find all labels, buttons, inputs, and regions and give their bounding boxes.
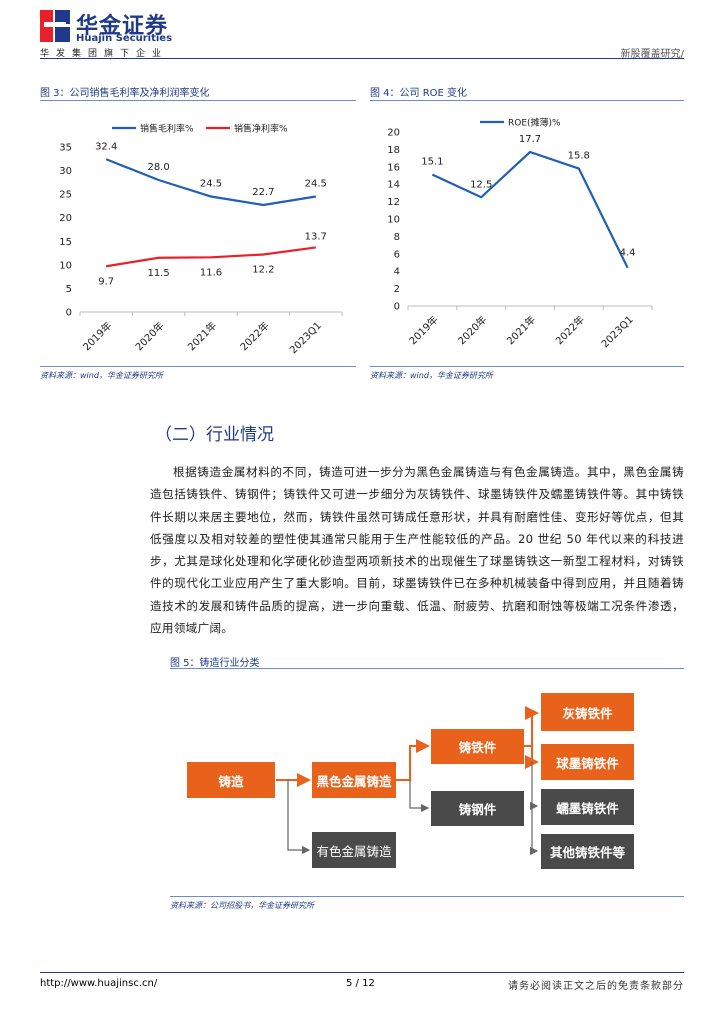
y-tick-label: 20	[59, 213, 72, 224]
data-label: 32.4	[95, 141, 117, 152]
figure5-title: 图 5：铸造行业分类	[170, 658, 260, 669]
legend-label: ROE(摊薄)%	[508, 117, 561, 129]
figure3-bottom-rule	[40, 366, 356, 367]
legend-label: 销售净利率%	[234, 123, 288, 135]
header-divider	[40, 58, 684, 59]
company-slogan: 华发集团旗下企业	[40, 49, 169, 59]
data-label: 28.0	[147, 162, 169, 173]
node-casting: 铸造	[187, 762, 275, 798]
figure4-bottom-rule	[370, 366, 684, 367]
node-ductile-iron: 球墨铸铁件	[541, 744, 634, 780]
figure3-title-rule	[40, 100, 356, 101]
y-tick-label: 2	[394, 284, 400, 295]
node-vermicular-iron: 蠕墨铸铁件	[541, 789, 634, 825]
y-tick-label: 0	[66, 308, 72, 319]
logo-icon	[40, 10, 70, 42]
figure3-source: 资料来源：wind，华金证券研究所	[40, 371, 163, 380]
data-label: 4.4	[620, 248, 636, 259]
y-tick-label: 25	[59, 190, 72, 201]
node-nonferrous-casting: 有色金属铸造	[312, 832, 396, 868]
y-tick-label: 30	[59, 166, 72, 177]
disclaimer-note: 请务必阅读正文之后的免责条款部分	[508, 981, 684, 992]
figure5-source: 资料来源：公司招股书，华金证券研究所	[170, 901, 314, 910]
figure4-title: 图 4：公司 ROE 变化	[370, 88, 468, 99]
y-tick-label: 16	[387, 162, 400, 173]
y-tick-label: 15	[59, 237, 72, 248]
data-label: 24.5	[305, 179, 327, 190]
data-label: 9.7	[98, 276, 114, 287]
industry-paragraph: 根据铸造金属材料的不同，铸造可进一步分为黑色金属铸造与有色金属铸造。其中，黑色金…	[150, 465, 684, 636]
figure3-title: 图 3：公司销售毛利率及净利润率变化	[40, 88, 210, 99]
y-tick-label: 4	[394, 267, 400, 278]
node-gray-iron: 灰铸铁件	[541, 693, 634, 731]
data-label: 17.7	[519, 134, 541, 145]
data-label: 11.5	[147, 268, 169, 279]
section-title: （二）行业情况	[155, 425, 274, 445]
y-tick-label: 6	[394, 249, 400, 260]
figure4-title-rule	[370, 100, 684, 101]
y-tick-label: 8	[394, 232, 400, 243]
figure5-bottom-rule	[170, 896, 684, 897]
y-tick-label: 0	[394, 302, 400, 313]
data-label: 13.7	[305, 231, 327, 242]
footer-url[interactable]: http://www.huajinsc.cn/	[40, 978, 158, 989]
y-tick-label: 35	[59, 143, 72, 154]
node-cast-iron: 铸铁件	[431, 729, 524, 764]
data-label: 15.8	[568, 151, 590, 162]
data-label: 22.7	[252, 187, 274, 198]
data-label: 24.5	[200, 179, 222, 190]
data-label: 11.6	[200, 267, 222, 278]
y-tick-label: 12	[387, 197, 400, 208]
logo-mark	[40, 10, 70, 42]
y-tick-label: 5	[66, 284, 72, 295]
legend-label: 销售毛利率%	[140, 123, 194, 135]
data-label: 12.5	[470, 179, 492, 190]
y-tick-label: 18	[387, 145, 400, 156]
page-number: 5 / 12	[346, 978, 375, 989]
company-logo-name: 华金证券	[76, 14, 169, 39]
node-other-iron: 其他铸铁件等	[541, 834, 634, 869]
figure4-source: 资料来源：wind，华金证券研究所	[370, 371, 493, 380]
footer-divider	[40, 972, 684, 973]
node-cast-steel: 铸钢件	[431, 791, 524, 826]
data-label: 15.1	[421, 157, 443, 168]
y-tick-label: 10	[387, 215, 400, 226]
report-type: 新股覆盖研究/	[620, 49, 684, 60]
node-ferrous-casting: 黑色金属铸造	[312, 762, 396, 798]
y-tick-label: 10	[59, 260, 72, 271]
figure5-title-rule	[170, 668, 684, 669]
data-label: 12.2	[252, 264, 274, 275]
y-tick-label: 14	[387, 180, 400, 191]
y-tick-label: 20	[387, 128, 400, 139]
company-logo-english: Huajin Securities	[76, 33, 173, 44]
